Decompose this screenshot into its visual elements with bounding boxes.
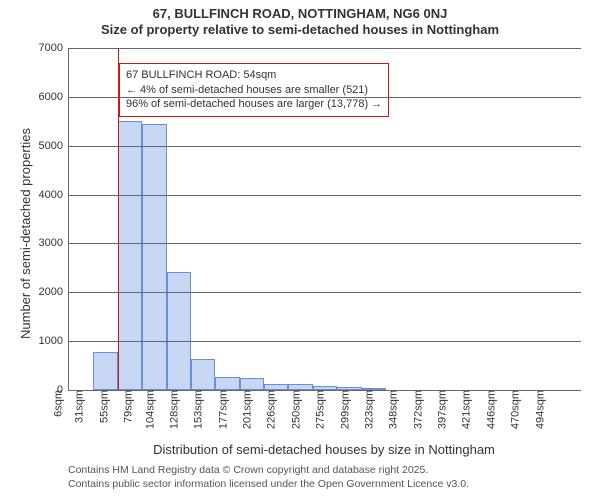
x-tick-label: 397sqm — [431, 390, 449, 429]
annotation-line-3: 96% of semi-detached houses are larger (… — [126, 97, 382, 112]
histogram-bar — [167, 272, 191, 390]
footer-line-2: Contains public sector information licen… — [68, 478, 469, 492]
x-tick-label: 372sqm — [406, 390, 424, 429]
y-gridline — [69, 146, 581, 147]
x-tick-label: 275sqm — [309, 390, 327, 429]
histogram-bar — [118, 121, 142, 390]
y-tick-label: 7000 — [39, 42, 69, 54]
plot-area: 67 BULLFINCH ROAD: 54sqm ← 4% of semi-de… — [68, 48, 581, 391]
y-tick-label: 1000 — [39, 335, 69, 347]
x-tick-label: 323sqm — [357, 390, 375, 429]
x-tick-label: 470sqm — [504, 390, 522, 429]
annotation-line-1: 67 BULLFINCH ROAD: 54sqm — [126, 68, 382, 83]
chart-title: 67, BULLFINCH ROAD, NOTTINGHAM, NG6 0NJ … — [0, 0, 600, 39]
y-tick-label: 6000 — [39, 91, 69, 103]
y-gridline — [69, 48, 581, 49]
x-tick-label: 348sqm — [382, 390, 400, 429]
title-line-2: Size of property relative to semi-detach… — [0, 22, 600, 38]
y-gridline — [69, 243, 581, 244]
annotation-box: 67 BULLFINCH ROAD: 54sqm ← 4% of semi-de… — [119, 63, 389, 118]
x-tick-label: 177sqm — [211, 390, 229, 429]
histogram-bar — [142, 124, 166, 390]
x-tick-label: 250sqm — [284, 390, 302, 429]
y-tick-label: 5000 — [39, 140, 69, 152]
chart-container: 67, BULLFINCH ROAD, NOTTINGHAM, NG6 0NJ … — [0, 0, 600, 500]
histogram-bar — [191, 359, 215, 390]
x-tick-label: 299sqm — [333, 390, 351, 429]
histogram-bar — [215, 377, 239, 390]
y-tick-label: 4000 — [39, 189, 69, 201]
x-tick-label: 421sqm — [455, 390, 473, 429]
title-line-1: 67, BULLFINCH ROAD, NOTTINGHAM, NG6 0NJ — [0, 6, 600, 22]
annotation-line-2: ← 4% of semi-detached houses are smaller… — [126, 83, 382, 98]
x-tick-label: 494sqm — [528, 390, 546, 429]
y-tick-label: 3000 — [39, 237, 69, 249]
footer-attribution: Contains HM Land Registry data © Crown c… — [68, 464, 469, 491]
x-tick-label: 104sqm — [138, 390, 156, 429]
x-tick-label: 226sqm — [260, 390, 278, 429]
y-gridline — [69, 341, 581, 342]
y-gridline — [69, 292, 581, 293]
x-tick-label: 153sqm — [187, 390, 205, 429]
y-gridline — [69, 97, 581, 98]
histogram-bar — [240, 378, 264, 390]
x-tick-label: 446sqm — [479, 390, 497, 429]
y-tick-label: 2000 — [39, 286, 69, 298]
footer-line-1: Contains HM Land Registry data © Crown c… — [68, 464, 469, 478]
x-tick-label: 79sqm — [117, 390, 135, 423]
x-tick-label: 6sqm — [47, 390, 65, 417]
histogram-bar — [93, 352, 117, 390]
x-tick-label: 128sqm — [162, 390, 180, 429]
x-tick-label: 201sqm — [235, 390, 253, 429]
x-axis-label: Distribution of semi-detached houses by … — [68, 442, 580, 457]
y-axis-label: Number of semi-detached properties — [18, 128, 33, 339]
y-gridline — [69, 195, 581, 196]
x-tick-label: 55sqm — [92, 390, 110, 423]
x-tick-label: 31sqm — [68, 390, 86, 423]
